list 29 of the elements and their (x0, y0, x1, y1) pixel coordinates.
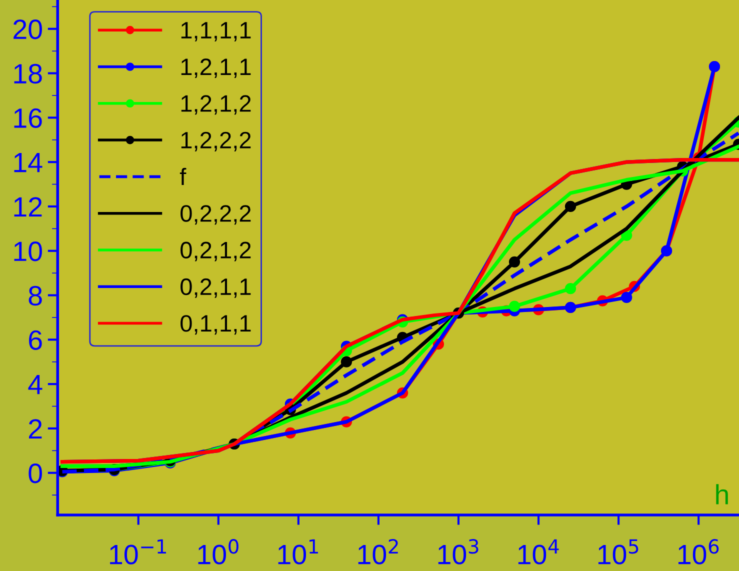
legend-label: 1,2,1,2 (181, 95, 251, 115)
legend-label: 1,2,2,2 (181, 132, 251, 152)
x-tick-label: 10$^{0}$ (198, 539, 238, 564)
legend-label: 0,2,1,2 (180, 242, 251, 262)
x-axis-title: h (716, 484, 728, 504)
legend-label: f (180, 168, 186, 185)
y-tick-label: 6 (29, 330, 42, 350)
legend-label: 0,2,2,2 (180, 205, 251, 225)
y-tick-label: 16 (14, 108, 42, 128)
x-tick-label: 10$^{5}$ (598, 539, 638, 564)
x-tick-label: 10$^{6}$ (678, 539, 719, 564)
y-tick-label: 8 (28, 286, 42, 306)
y-tick-label: 12 (14, 197, 42, 217)
y-tick-label: 14 (14, 153, 42, 172)
y-tick-label: 4 (28, 375, 42, 394)
x-tick-label: 10$^{3}$ (438, 539, 478, 564)
x-tick-label: 10$^{1}$ (278, 539, 318, 564)
legend-label: 1,2,1,1 (181, 58, 251, 78)
x-tick-label: 10$^{−1}$ (110, 539, 166, 564)
y-tick-label: 18 (14, 64, 42, 84)
x-tick-label: 10$^{4}$ (518, 539, 559, 564)
legend-label: 1,1,1,1 (181, 22, 251, 42)
legend-label: 0,1,1,1 (180, 315, 251, 335)
y-tick-label: 0 (28, 464, 42, 484)
y-tick-label: 10 (14, 242, 42, 262)
x-tick-label: 10$^{2}$ (358, 539, 398, 564)
legend-label: 0,2,1,1 (180, 278, 251, 298)
y-tick-label: 20 (14, 20, 42, 40)
y-tick-label: 2 (29, 419, 42, 439)
